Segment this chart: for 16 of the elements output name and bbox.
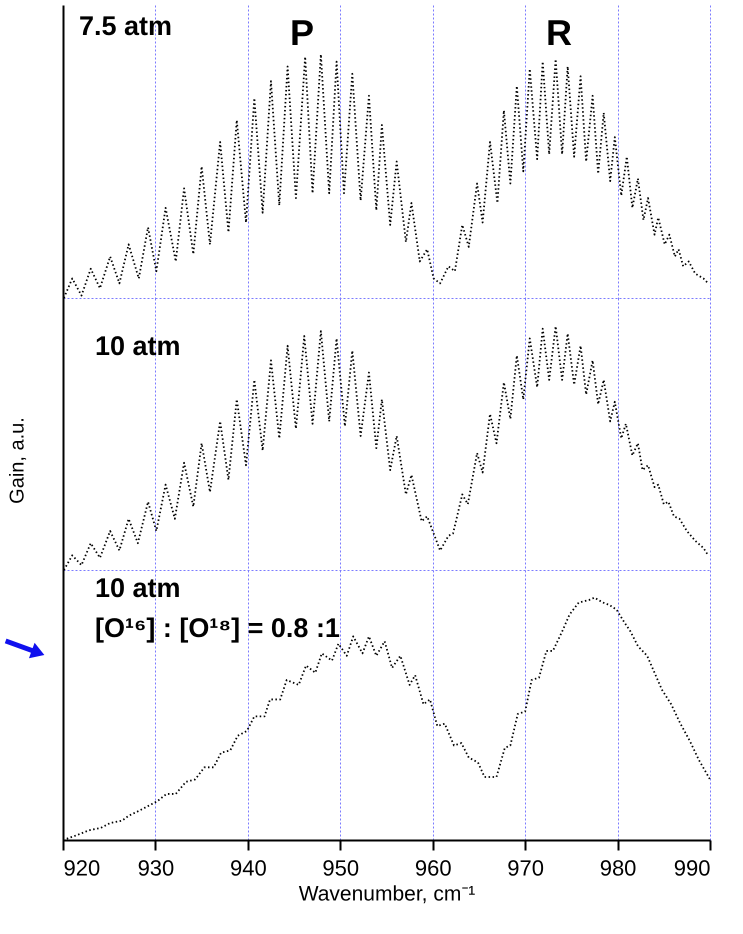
text: R	[546, 12, 572, 53]
y-axis-title: Gain, a.u.	[6, 417, 28, 504]
annotation: 10 atm	[95, 331, 181, 361]
x-tick-label: 960	[414, 856, 452, 880]
text: P	[290, 12, 314, 53]
x-tick-label: 940	[230, 856, 267, 880]
x-tick-label: 930	[138, 856, 174, 880]
x-tick-label: 990	[674, 856, 710, 880]
x-tick-label: 970	[507, 856, 544, 880]
x-axis-title: Wavenumber, cm⁻¹	[298, 882, 476, 906]
annotation: 10 atm	[95, 573, 181, 603]
x-tick-label: 980	[600, 856, 636, 880]
text: 7.5 atm	[79, 11, 172, 41]
x-tick-label: 950	[322, 856, 360, 880]
annotation: [O¹⁶] : [O¹⁸] = 0.8 :1	[95, 613, 340, 643]
x-tick-label: 920	[64, 856, 100, 880]
